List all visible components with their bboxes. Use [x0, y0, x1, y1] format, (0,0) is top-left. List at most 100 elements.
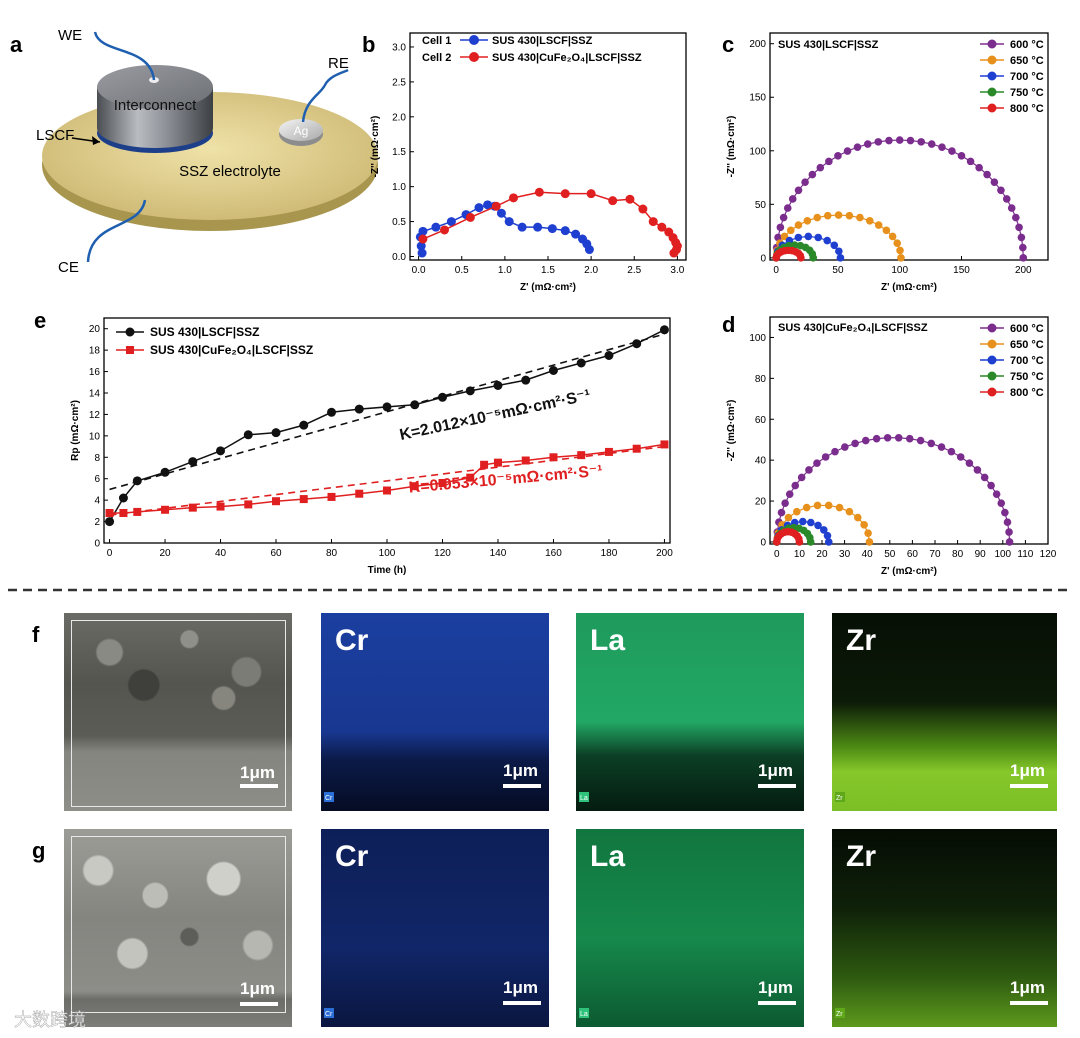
eds-map-g-cr	[321, 829, 549, 1027]
x-tick-label: 1.5	[541, 265, 555, 276]
arc-point	[957, 152, 966, 160]
legend-label: 650 °C	[1010, 339, 1044, 351]
arc-point	[917, 138, 925, 146]
arc-point	[783, 204, 792, 212]
arc-point	[905, 434, 914, 443]
series-b-point	[560, 189, 570, 199]
arc-point	[834, 152, 842, 160]
legend-marker	[987, 55, 997, 65]
x-tick-label: 0	[107, 548, 113, 559]
sem-texture	[64, 613, 292, 744]
legend-marker	[987, 371, 997, 381]
legend-e-label-1: SUS 430|LSCF|SSZ	[150, 325, 259, 339]
arc-point	[882, 226, 891, 235]
series-e-point	[410, 482, 419, 491]
arc-point	[774, 233, 782, 242]
series-e-point	[632, 444, 641, 453]
arc-point	[801, 178, 809, 186]
arc-point	[813, 459, 821, 467]
arc-point	[948, 147, 956, 155]
x-tick-label: 2.0	[584, 265, 598, 276]
arc-point	[797, 254, 805, 262]
y-tick-label: 100	[749, 146, 766, 157]
re-wire	[301, 68, 349, 123]
panel-e: e 0 20 40 60 80 100 120 140 160 180 200 0 2 4 6 8 10 12 14…	[34, 308, 673, 576]
legend-label: 600 °C	[1010, 323, 1044, 335]
y-axis-label: -Z'' (mΩ·cm²)	[726, 400, 737, 462]
arc-point	[856, 213, 864, 222]
y-tick-label: 80	[755, 374, 767, 385]
x-axis-label: Time (h)	[368, 565, 407, 576]
eds-map-f-zr	[832, 613, 1057, 811]
eds-map-g-zr	[832, 829, 1057, 1027]
electrolyte-label: SSZ electrolyte	[179, 163, 281, 180]
series-e-point	[521, 456, 530, 465]
panel-a: a WE Ag RE Interconnect LSCF SSZ electro…	[10, 27, 378, 276]
x-tick-label: 50	[832, 265, 844, 276]
series-b-point	[517, 222, 527, 232]
y-tick-label: 0	[94, 539, 100, 550]
arc-point	[809, 254, 818, 262]
series-b-point	[483, 200, 493, 210]
arc-point	[791, 481, 800, 490]
arc-point	[874, 221, 883, 229]
arc-point	[825, 157, 833, 166]
arc-point	[1005, 528, 1013, 536]
arc-point	[1017, 233, 1026, 242]
y-tick-label: 20	[89, 324, 101, 335]
arc-point	[814, 233, 823, 242]
arc-point	[794, 233, 803, 242]
x-tick-label: 140	[490, 548, 507, 559]
x-tick-label: 100	[994, 549, 1011, 560]
y-tick-label: 200	[749, 39, 766, 50]
arc-point	[975, 163, 983, 172]
arc-point	[823, 211, 832, 220]
fit-line	[109, 445, 665, 516]
arc-point	[893, 239, 902, 248]
arc-point	[1003, 518, 1012, 527]
arc-point	[779, 213, 788, 222]
arc-point	[997, 499, 1006, 507]
legend-label: 800 °C	[1010, 103, 1044, 115]
x-tick-label: 0.0	[412, 265, 426, 276]
series-e-point	[493, 381, 503, 390]
y-tick-label: 18	[89, 346, 101, 357]
interconnect-label: Interconnect	[114, 97, 197, 114]
arc-point	[938, 143, 946, 151]
arc-point	[947, 447, 956, 456]
series-e-point	[659, 325, 669, 335]
arc-point	[830, 241, 839, 250]
series-b-point	[440, 225, 449, 235]
series-b-point	[418, 226, 428, 236]
series-b-point	[431, 222, 441, 232]
arc-point	[1012, 213, 1020, 222]
panel-letter-c: c	[722, 32, 734, 57]
arc-point	[987, 481, 995, 490]
arc-point	[853, 513, 862, 522]
series-e-point	[410, 400, 420, 410]
series-e-point	[133, 507, 142, 516]
x-tick-label: 180	[601, 548, 618, 559]
series-b-point	[638, 204, 648, 214]
y-tick-label: 0.5	[392, 217, 406, 228]
arc-point	[824, 538, 833, 546]
arc-point	[853, 143, 862, 151]
series-e-point	[105, 517, 115, 527]
legend-b-prefix-2: Cell 2	[422, 52, 451, 64]
arc-point	[781, 499, 789, 507]
y-tick-label: 12	[89, 410, 101, 421]
arc-point	[834, 211, 843, 219]
eds-map-f-cr	[321, 613, 549, 811]
arc-point	[888, 232, 897, 241]
y-tick-label: 8	[94, 453, 100, 464]
panel-c: c 0 50 100 150 200 0 50 100 150 200 Z' (mΩ·cm²) -Z'…	[722, 32, 1049, 293]
series-b-point	[465, 212, 475, 222]
x-tick-label: 2.5	[627, 265, 641, 276]
x-tick-label: 20	[816, 549, 828, 560]
series-e-point	[466, 473, 475, 482]
x-axis-label: Z' (mΩ·cm²)	[881, 566, 937, 577]
arc-point	[776, 223, 785, 232]
series-e-point	[244, 500, 253, 509]
series-e-point	[576, 358, 586, 368]
arc-point	[883, 433, 892, 442]
